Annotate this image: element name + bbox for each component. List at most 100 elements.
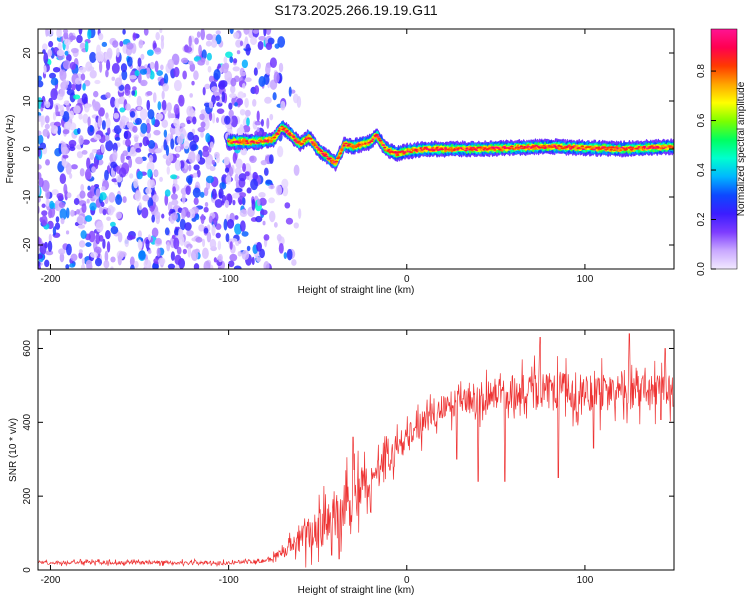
noise-cell	[192, 116, 197, 125]
tone-cell	[580, 145, 585, 148]
y-tick-label: 200	[22, 487, 33, 504]
noise-cell	[285, 217, 294, 225]
noise-cell	[195, 236, 203, 243]
noise-cell	[188, 151, 196, 164]
noise-cell	[64, 121, 72, 129]
noise-cell	[70, 47, 79, 54]
noise-cell	[85, 242, 92, 247]
noise-cell	[119, 107, 126, 113]
noise-cell	[137, 72, 142, 84]
noise-cell	[154, 147, 163, 154]
tone-cell	[592, 148, 596, 151]
tone-cell	[431, 146, 435, 149]
noise-cell	[205, 40, 212, 47]
noise-cell	[100, 201, 105, 208]
noise-cell	[58, 248, 66, 255]
noise-cell	[260, 160, 268, 166]
noise-cell	[167, 58, 174, 70]
noise-cell	[103, 259, 110, 269]
noise-cell	[206, 52, 212, 61]
noise-cell	[38, 75, 42, 82]
noise-cell	[38, 196, 41, 203]
noise-cell	[203, 102, 211, 107]
noise-cell	[273, 222, 278, 228]
noise-cell	[48, 40, 54, 48]
x-tick-label: -200	[40, 274, 60, 285]
tone-cell	[378, 139, 383, 142]
noise-cell	[59, 208, 67, 221]
noise-cell	[70, 164, 78, 170]
noise-cell	[64, 50, 69, 56]
noise-cell	[238, 173, 247, 182]
noise-cell	[161, 213, 165, 219]
noise-cell	[217, 240, 222, 251]
noise-cell	[243, 29, 250, 35]
noise-cell	[65, 230, 70, 235]
noise-cell	[76, 34, 83, 44]
noise-cell	[170, 174, 178, 180]
noise-cell	[136, 170, 143, 180]
noise-cell	[89, 125, 94, 133]
noise-cell	[155, 237, 162, 245]
noise-cell	[132, 86, 137, 91]
tone-cell	[285, 129, 290, 132]
tone-cell	[302, 140, 307, 143]
noise-cell	[181, 208, 186, 220]
noise-cell	[195, 213, 200, 220]
noise-cell	[163, 73, 169, 85]
noise-cell	[45, 159, 50, 166]
noise-cell	[172, 186, 176, 194]
noise-cell	[199, 113, 205, 121]
noise-cell	[167, 152, 174, 163]
noise-cell	[41, 203, 46, 208]
tone-cell	[444, 147, 448, 149]
noise-cell	[101, 186, 106, 191]
noise-cell	[125, 103, 131, 111]
x-tick-label: -100	[219, 575, 239, 586]
noise-cell	[268, 154, 274, 165]
noise-cell	[217, 253, 223, 263]
noise-cell	[256, 62, 261, 70]
noise-cell	[255, 215, 263, 223]
noise-cell	[196, 153, 201, 162]
noise-cell	[156, 113, 164, 121]
noise-cell	[41, 215, 48, 227]
y-tick-label: 600	[22, 340, 33, 357]
noise-cell	[250, 178, 259, 191]
noise-cell	[202, 149, 210, 158]
tone-cell	[376, 135, 380, 138]
noise-cell	[225, 174, 232, 185]
noise-cell	[41, 179, 50, 192]
noise-cell	[101, 120, 106, 130]
noise-cell	[119, 40, 124, 47]
tone-cell	[409, 151, 414, 154]
noise-cell	[111, 62, 120, 74]
noise-cell	[173, 103, 180, 115]
tone-cell	[612, 149, 617, 152]
noise-cell	[114, 77, 122, 87]
noise-cell	[73, 197, 80, 206]
tone-cell	[303, 138, 308, 141]
noise-cell	[230, 238, 238, 243]
noise-cell	[47, 49, 53, 58]
noise-cell	[154, 47, 161, 53]
noise-cell	[200, 121, 206, 128]
noise-cell	[79, 168, 85, 177]
noise-cell	[48, 233, 52, 243]
noise-cell	[239, 40, 244, 47]
tone-cell	[375, 133, 379, 136]
noise-cell	[211, 159, 216, 165]
noise-cell	[66, 54, 72, 62]
noise-cell	[89, 202, 97, 211]
noise-cell	[45, 100, 51, 109]
noise-cell	[276, 233, 282, 242]
noise-cell	[241, 249, 250, 261]
noise-cell	[106, 59, 111, 71]
y-tick-label: 10	[22, 95, 33, 107]
noise-cell	[161, 99, 167, 111]
tone-cell	[642, 145, 647, 148]
noise-cell	[59, 173, 67, 185]
noise-cell	[39, 243, 47, 255]
noise-cell	[91, 166, 96, 173]
noise-cell	[256, 241, 262, 252]
